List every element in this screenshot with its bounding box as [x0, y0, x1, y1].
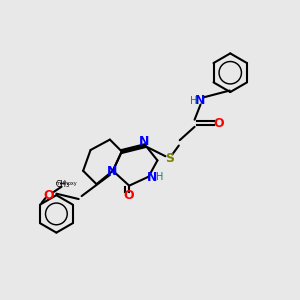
Text: H: H: [190, 96, 198, 106]
Text: CH₃: CH₃: [56, 180, 70, 189]
Text: methoxy: methoxy: [56, 181, 77, 186]
Text: N: N: [107, 166, 117, 178]
Text: N: N: [147, 171, 157, 184]
Text: H: H: [156, 172, 164, 182]
Text: O: O: [214, 117, 224, 130]
Text: O: O: [123, 189, 134, 202]
Text: S: S: [165, 152, 174, 165]
Text: N: N: [139, 136, 149, 148]
Text: O: O: [44, 188, 54, 202]
Text: N: N: [195, 94, 206, 107]
